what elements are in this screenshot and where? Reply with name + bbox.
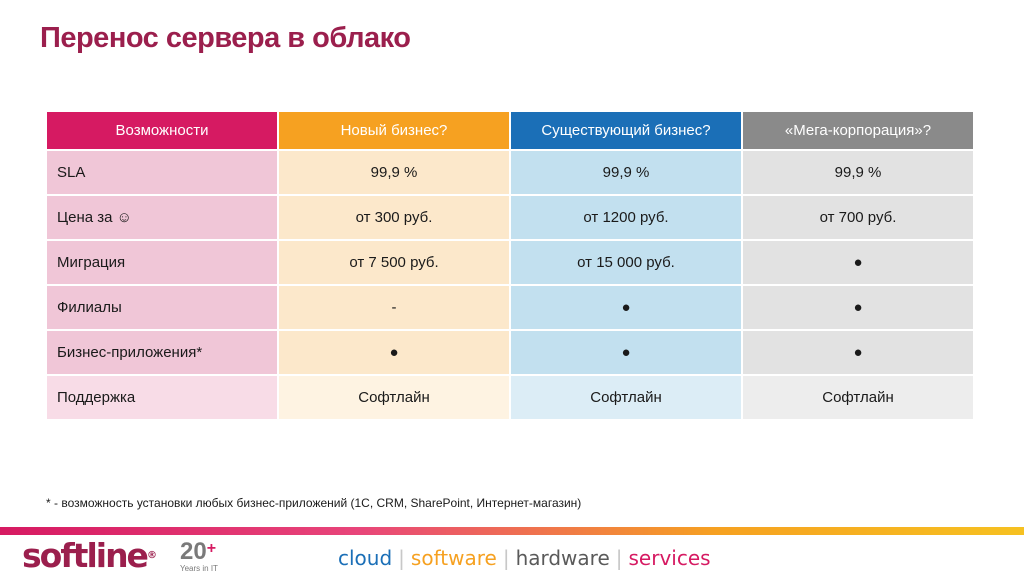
- table-row: SLA 99,9 % 99,9 % 99,9 %: [47, 151, 973, 194]
- cell-new-business: -: [279, 286, 509, 329]
- cell-new-business: от 7 500 руб.: [279, 241, 509, 284]
- tagline-separator: |: [615, 546, 623, 570]
- cell-new-business: от 300 руб.: [279, 196, 509, 239]
- table-header-row: Возможности Новый бизнес? Существующий б…: [47, 112, 973, 149]
- page-title: Перенос сервера в облако: [40, 22, 411, 54]
- cell-existing-business: от 15 000 руб.: [511, 241, 741, 284]
- row-label: Миграция: [47, 241, 277, 284]
- cell-mega-corp: ●: [743, 241, 973, 284]
- table-row: Поддержка Софтлайн Софтлайн Софтлайн: [47, 376, 973, 419]
- years-in-it-badge: 20+ Years in IT: [180, 538, 218, 574]
- table-row: Цена за ☺ от 300 руб. от 1200 руб. от 70…: [47, 196, 973, 239]
- footer-tagline: cloud | software | hardware | services: [338, 546, 711, 570]
- cell-new-business: 99,9 %: [279, 151, 509, 194]
- row-label: SLA: [47, 151, 277, 194]
- tagline-hardware: hardware: [515, 546, 610, 570]
- cell-existing-business: ●: [511, 331, 741, 374]
- cell-mega-corp: Софтлайн: [743, 376, 973, 419]
- tagline-software: software: [410, 546, 497, 570]
- row-label: Бизнес-приложения*: [47, 331, 277, 374]
- row-label: Филиалы: [47, 286, 277, 329]
- header-mega-corp: «Мега-корпорация»?: [743, 112, 973, 149]
- cell-new-business: ●: [279, 331, 509, 374]
- header-existing-business: Существующий бизнес?: [511, 112, 741, 149]
- table-row: Бизнес-приложения* ● ● ●: [47, 331, 973, 374]
- header-new-business: Новый бизнес?: [279, 112, 509, 149]
- row-label: Поддержка: [47, 376, 277, 419]
- cell-new-business: Софтлайн: [279, 376, 509, 419]
- cell-mega-corp: ●: [743, 331, 973, 374]
- cell-mega-corp: от 700 руб.: [743, 196, 973, 239]
- comparison-table: Возможности Новый бизнес? Существующий б…: [45, 110, 975, 421]
- cell-existing-business: Софтлайн: [511, 376, 741, 419]
- footer-gradient-stripe: [0, 527, 1024, 535]
- years-caption: Years in IT: [180, 564, 218, 573]
- cell-existing-business: 99,9 %: [511, 151, 741, 194]
- years-number: 20: [180, 538, 207, 565]
- cell-existing-business: ●: [511, 286, 741, 329]
- row-label: Цена за ☺: [47, 196, 277, 239]
- tagline-cloud: cloud: [338, 546, 393, 570]
- softline-logo: softline®: [22, 538, 157, 574]
- cell-mega-corp: 99,9 %: [743, 151, 973, 194]
- tagline-services: services: [628, 546, 711, 570]
- table-row: Филиалы - ● ●: [47, 286, 973, 329]
- logo-text: softline: [22, 536, 149, 575]
- footnote: * - возможность установки любых бизнес-п…: [46, 496, 582, 510]
- cell-existing-business: от 1200 руб.: [511, 196, 741, 239]
- registered-mark: ®: [146, 550, 157, 561]
- tagline-separator: |: [502, 546, 510, 570]
- tagline-separator: |: [398, 546, 405, 570]
- header-features: Возможности: [47, 112, 277, 149]
- table-row: Миграция от 7 500 руб. от 15 000 руб. ●: [47, 241, 973, 284]
- cell-mega-corp: ●: [743, 286, 973, 329]
- years-plus: +: [206, 540, 217, 557]
